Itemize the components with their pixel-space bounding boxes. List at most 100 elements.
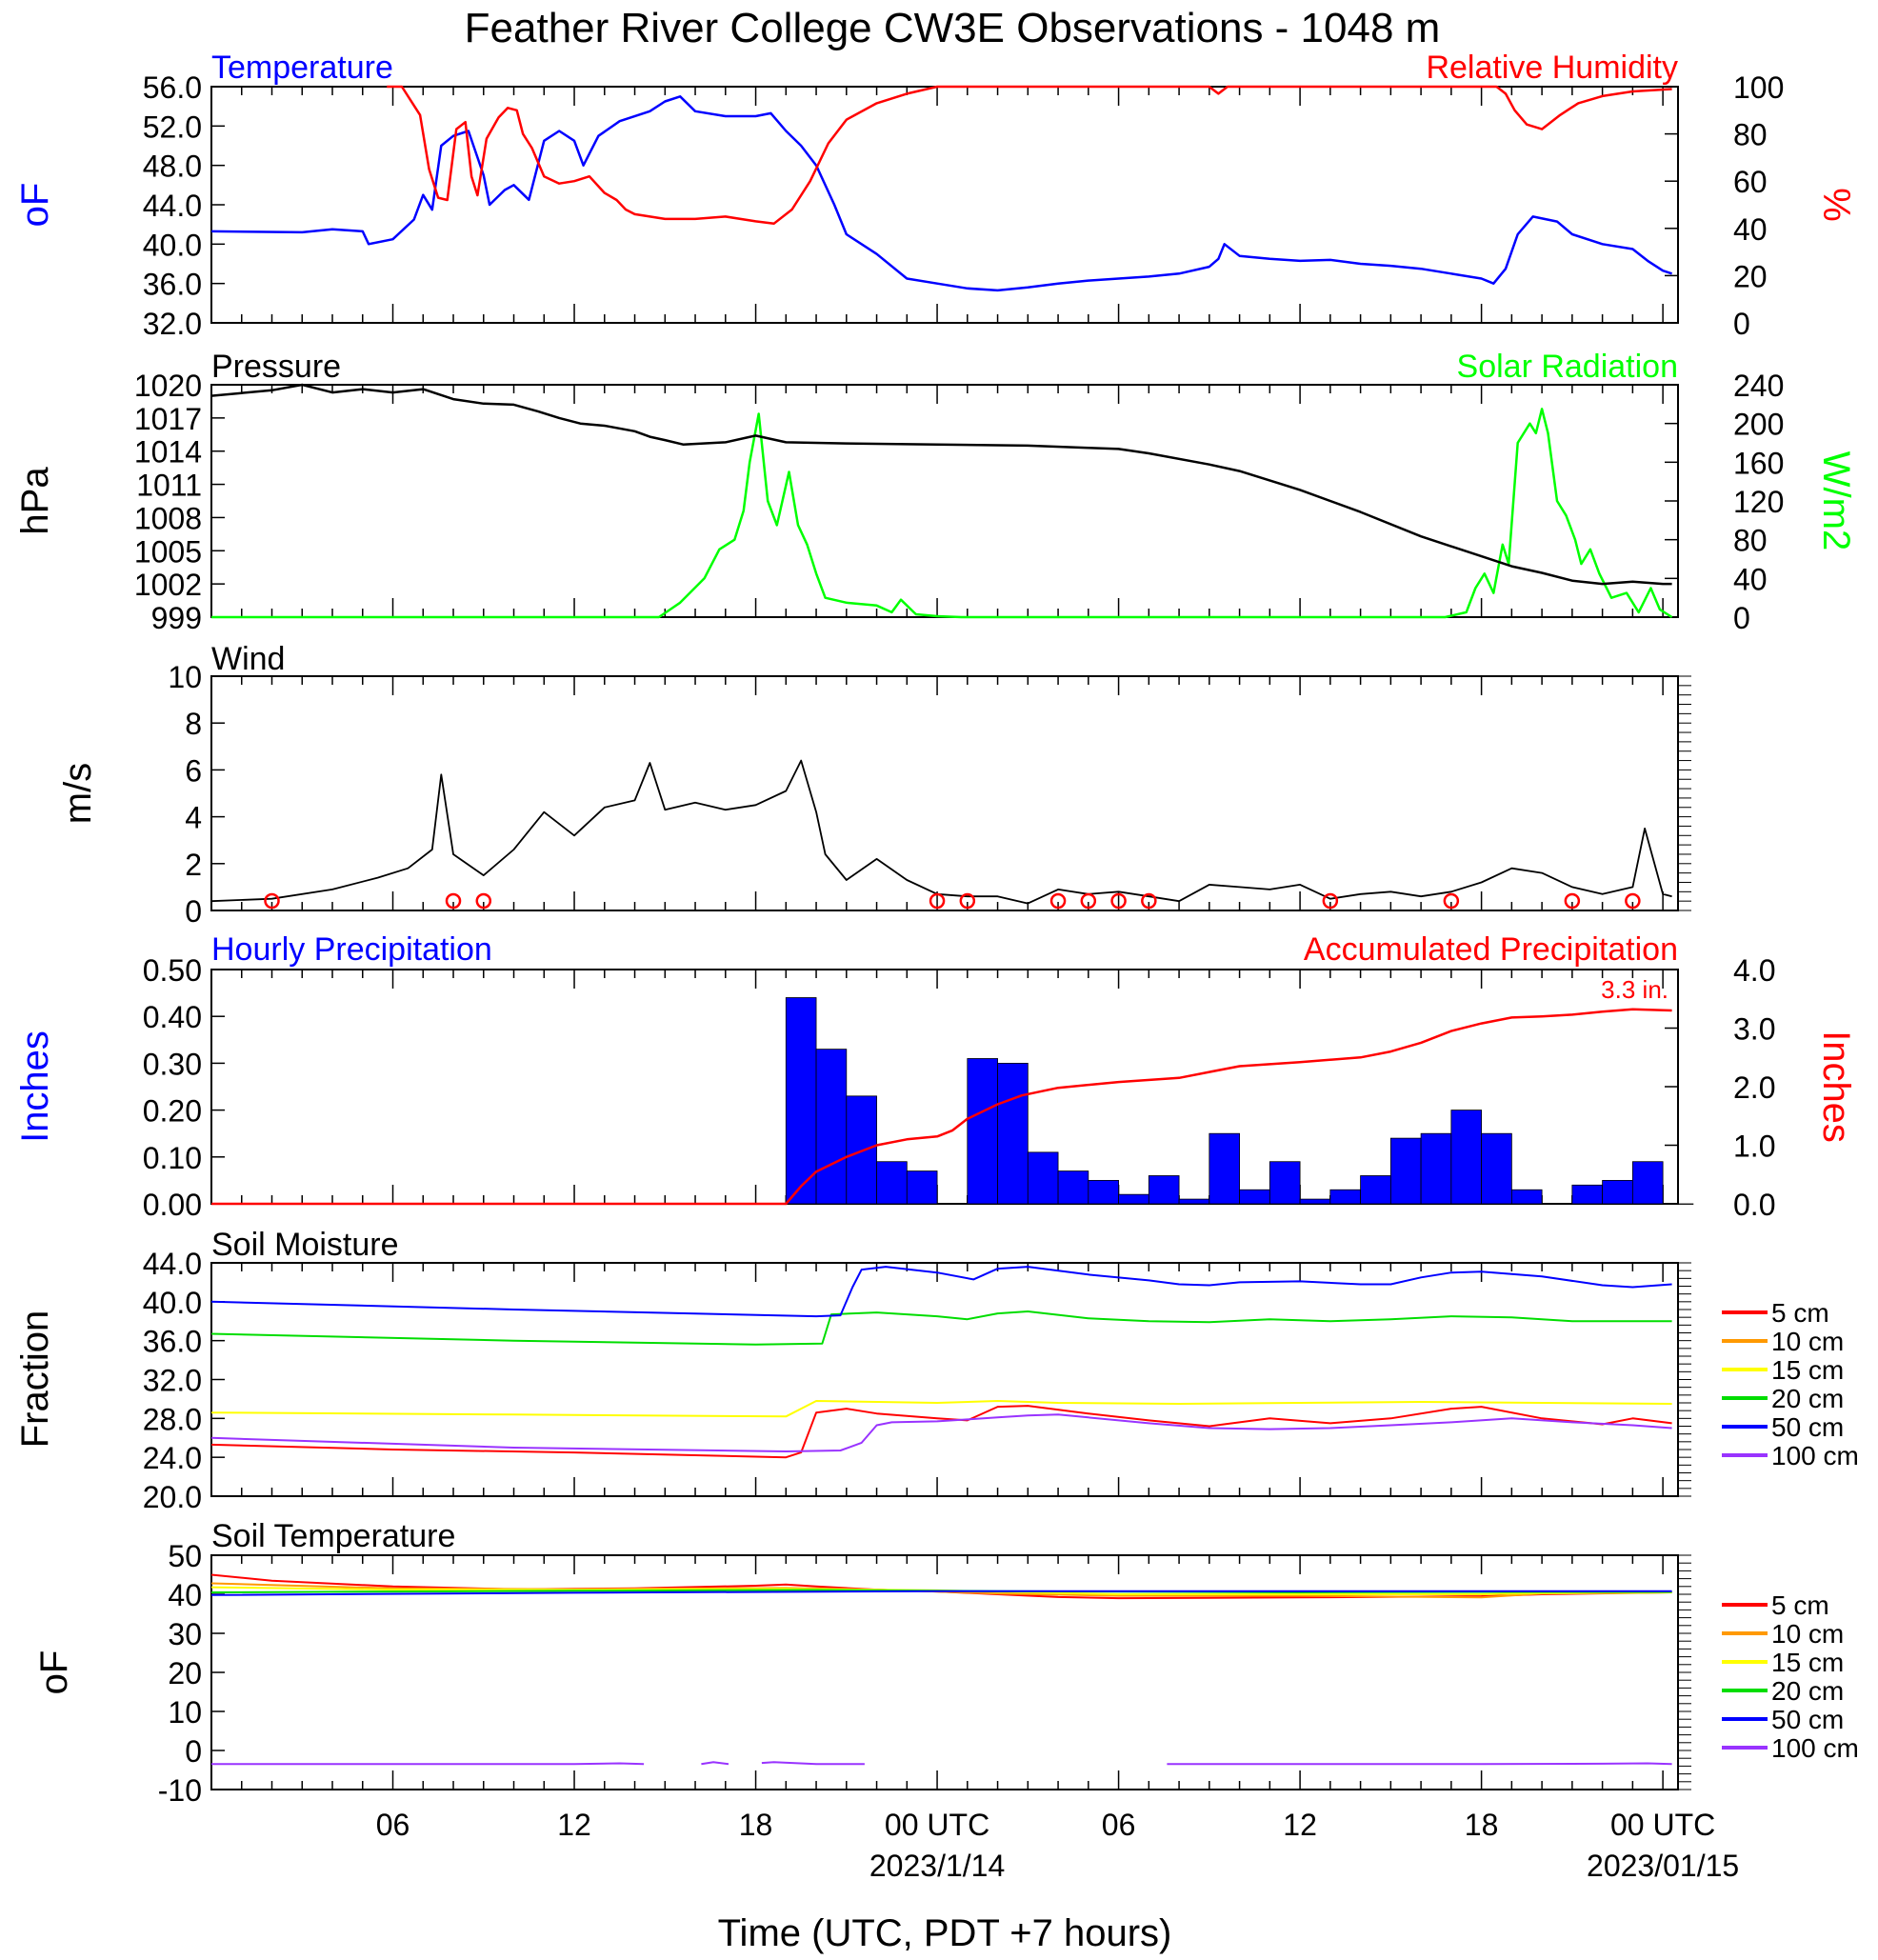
panel-x-grid: [210, 385, 1664, 617]
precip-bar: [1209, 1132, 1240, 1205]
temperature-series: [210, 85, 1672, 292]
precip-total-label: 3.3 in.: [1601, 975, 1668, 1004]
legend-label: 20 cm: [1771, 1384, 1844, 1413]
y-tick-label: 1.0: [1733, 1130, 1775, 1164]
y-tick-label: 0: [185, 1734, 202, 1769]
pressure-solar-series: [210, 383, 1673, 619]
precip-bar: [1602, 1180, 1633, 1205]
precip-bar: [967, 1058, 998, 1205]
soil-moisture-title: Soil Moisture: [211, 1227, 399, 1263]
precip-bar: [1389, 1137, 1422, 1205]
solar-radiation-title: Solar Radiation: [1457, 349, 1678, 385]
wind-title: Wind: [211, 641, 285, 677]
precip-bar: [785, 997, 817, 1205]
y-tick-label: 0.0: [1733, 1188, 1775, 1222]
precip-right-ticks: 4.0 3.0 2.0 1.0 0.0: [1665, 953, 1775, 1222]
legend-label: 50 cm: [1771, 1705, 1844, 1734]
y-tick-label: 36.0: [143, 1325, 202, 1359]
panel-x-grid: [210, 676, 1664, 910]
legend-label: 15 cm: [1771, 1355, 1844, 1385]
precip-bar: [815, 1049, 848, 1205]
precip-bar: [906, 1170, 938, 1205]
accumulated-precip-line: [211, 1008, 1672, 1206]
precip-bar: [1510, 1189, 1543, 1205]
legend-label: 15 cm: [1771, 1648, 1844, 1677]
y-tick-label: 32.0: [143, 1364, 202, 1398]
y-tick-label: 999: [151, 601, 202, 635]
calm-wind-marker: [1443, 892, 1460, 910]
y-tick-label: 1011: [136, 469, 202, 503]
temperature-line: [210, 95, 1672, 292]
y-tick-label: 80: [1733, 524, 1768, 558]
x-axis-title: Time (UTC, PDT +7 hours): [718, 1912, 1172, 1954]
humidity-unit: %: [1815, 188, 1857, 222]
y-tick-label: 20: [1733, 259, 1768, 293]
y-tick-label: 0.30: [143, 1047, 202, 1081]
humidity-right-ticks: 100 80 60 40 20 0: [1665, 70, 1784, 341]
precip-bar: [1571, 1184, 1604, 1205]
y-tick-label: 1020: [134, 369, 202, 403]
precip-bar: [1057, 1170, 1089, 1205]
calm-wind-marker: [1049, 892, 1067, 910]
y-tick-label: 40: [1733, 212, 1768, 247]
precip-bar: [1027, 1151, 1059, 1205]
precip-series: [211, 997, 1694, 1206]
y-tick-label: 40.0: [143, 228, 202, 262]
precip-bar: [1662, 1203, 1694, 1205]
soil-temperature-series: [210, 1573, 1672, 1766]
panel-wind: Wind m/s 10 8 6 4 2 0: [57, 641, 1691, 929]
soil-temp-50cm-line: [210, 1590, 1672, 1596]
legend-label: 20 cm: [1771, 1676, 1844, 1706]
y-tick-label: 24.0: [143, 1441, 202, 1475]
y-tick-label: 60: [1733, 165, 1768, 199]
y-tick-label: 40.0: [143, 1286, 202, 1320]
y-tick-label: 40: [168, 1578, 202, 1612]
precip-bar: [876, 1161, 908, 1205]
calm-wind-marker: [264, 892, 280, 910]
y-tick-label: 200: [1733, 408, 1784, 442]
soil-temp-100cm-line: [211, 1762, 645, 1766]
calm-wind-marker: [475, 892, 492, 910]
solar-unit: W/m2: [1815, 451, 1857, 550]
relative-humidity-title: Relative Humidity: [1426, 50, 1678, 86]
panel-temperature-humidity: Temperature Relative Humidity oF % 56.05…: [14, 50, 1857, 341]
y-tick-label: 3.0: [1733, 1012, 1775, 1047]
precip-left-ticks: 0.50 0.40 0.30 0.20 0.10 0.00: [143, 953, 225, 1222]
wind-series: [210, 759, 1672, 910]
y-tick-label: 160: [1733, 446, 1784, 480]
panel-frame: [210, 675, 1679, 911]
y-tick-label: 56.0: [143, 70, 202, 105]
precip-bar: [1329, 1189, 1361, 1205]
calm-wind-marker: [1080, 892, 1097, 910]
precip-bar: [1299, 1198, 1331, 1205]
x-tick-label: 12: [557, 1808, 591, 1842]
precip-bar: [1178, 1198, 1210, 1205]
panel-frame: [210, 86, 1679, 324]
legend-label: 5 cm: [1771, 1590, 1829, 1620]
y-tick-label: 1005: [134, 534, 202, 569]
legend-label: 100 cm: [1771, 1441, 1859, 1470]
precip-left-unit: Inches: [14, 1030, 56, 1143]
x-tick-label: 00 UTC: [1610, 1808, 1715, 1842]
legend-label: 10 cm: [1771, 1327, 1844, 1356]
y-tick-label: 4.0: [1733, 953, 1775, 988]
y-tick-label: 1002: [134, 568, 202, 602]
y-tick-label: 80: [1733, 118, 1768, 152]
y-tick-label: 0.50: [143, 953, 202, 988]
precip-bar: [1541, 1203, 1573, 1205]
legend-label: 10 cm: [1771, 1619, 1844, 1649]
y-tick-label: 0: [1733, 307, 1750, 341]
soil-temperature-unit: oF: [33, 1650, 75, 1695]
precip-bar: [997, 1063, 1029, 1205]
x-date-label: 2023/1/14: [869, 1849, 1005, 1883]
precip-bar: [1631, 1161, 1664, 1205]
accumulated-precip-title: Accumulated Precipitation: [1304, 931, 1678, 968]
calm-wind-marker: [1322, 892, 1339, 910]
precip-bar: [1239, 1189, 1270, 1205]
soil-temp-100cm-line: [761, 1761, 865, 1766]
y-tick-label: 2.0: [1733, 1070, 1775, 1105]
soil-temp-100cm-line: [701, 1761, 729, 1766]
y-tick-label: 0.40: [143, 1000, 202, 1034]
calm-wind-marker: [959, 892, 976, 910]
